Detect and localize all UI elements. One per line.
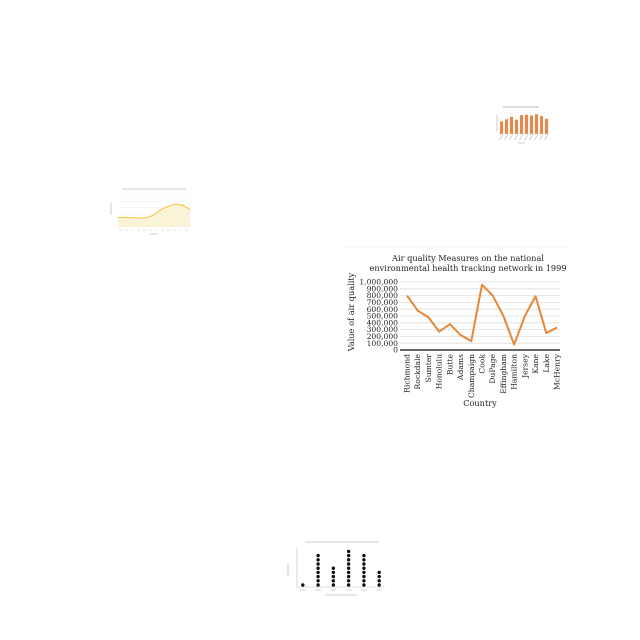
chart-title-line-2: environmental health tracking network in… — [369, 263, 566, 273]
bar-x-tick-label — [534, 134, 538, 141]
main-line-chart: Air quality Measures on the national env… — [342, 246, 567, 408]
dot — [377, 574, 381, 579]
y-tick-label: 700,000 — [367, 298, 399, 307]
bar-x-tick-label — [544, 134, 548, 141]
dot — [316, 562, 320, 566]
x-tick-label: Champaign — [467, 354, 476, 398]
y-tick-label: 800,000 — [367, 291, 399, 300]
dot — [316, 553, 320, 558]
x-tick-label: Rockdale — [413, 354, 422, 390]
bar — [529, 115, 534, 134]
dot — [316, 583, 320, 587]
bar-x-tick-label — [504, 134, 508, 141]
y-tick-label: 200,000 — [367, 332, 399, 341]
x-tick-label: McHenry — [553, 353, 562, 390]
dot — [331, 583, 336, 587]
dot — [316, 570, 320, 575]
small-bar-chart-panel — [489, 103, 553, 147]
y-tick-label: 100,000 — [367, 339, 399, 348]
x-tick-label: Effingham — [499, 354, 508, 394]
dot — [362, 574, 366, 579]
chart-title-line-1: Air quality Measures on the national — [391, 253, 544, 263]
x-tick-label: Richmond — [403, 354, 412, 393]
dot — [316, 558, 320, 562]
x-tick-label: DuPage — [488, 354, 497, 384]
dot — [362, 558, 366, 562]
dot — [331, 570, 336, 575]
x-tick-label: Sumter — [424, 354, 433, 383]
dot — [346, 566, 351, 570]
bar — [534, 114, 539, 134]
x-tick-label: Hamilton — [510, 354, 519, 390]
dot — [346, 558, 351, 562]
y-tick-label: 500,000 — [367, 312, 399, 321]
dot — [346, 570, 351, 575]
area-line — [118, 203, 191, 219]
small-bar-chart — [496, 106, 549, 144]
small-dot-plot — [287, 541, 385, 596]
dot — [346, 583, 351, 587]
x-axis-label: Country — [463, 398, 497, 408]
y-tick-label: 400,000 — [367, 318, 399, 327]
dot — [331, 574, 336, 579]
dot — [362, 579, 366, 583]
bar-x-tick-label — [514, 134, 518, 141]
y-tick-label: 900,000 — [367, 284, 399, 293]
bar — [504, 119, 509, 134]
dot — [377, 579, 381, 583]
bar-x-tick-label — [509, 134, 513, 141]
small-area-chart — [110, 188, 191, 235]
small-dot-plot-panel — [281, 537, 391, 599]
dot — [362, 566, 366, 570]
dot — [362, 570, 366, 575]
dot — [377, 583, 381, 587]
x-tick-label: Butte — [445, 354, 454, 376]
bar-x-tick-label — [539, 134, 543, 141]
bar — [524, 114, 529, 134]
dot — [316, 574, 320, 579]
x-tick-label: Kane — [531, 354, 540, 374]
bar — [544, 118, 549, 134]
bar — [519, 115, 524, 134]
dot — [362, 562, 366, 566]
bar — [514, 119, 519, 134]
y-tick-label: 300,000 — [367, 325, 399, 334]
main-chart-panel: Air quality Measures on the national env… — [342, 246, 567, 412]
dot — [346, 553, 351, 558]
dot — [331, 579, 336, 583]
dot — [362, 553, 366, 558]
bar — [509, 116, 514, 134]
bar-x-tick-label — [529, 134, 533, 141]
dot — [316, 566, 320, 570]
y-tick-label: 0 — [393, 346, 398, 355]
dot — [346, 549, 351, 554]
dot — [346, 579, 351, 583]
x-tick-label: Jersey — [520, 353, 529, 379]
y-tick-label: 1,000,000 — [359, 278, 398, 287]
x-tick-label: Honolulu — [435, 354, 444, 389]
x-tick-label: Cook — [478, 354, 487, 374]
bar-x-tick-label — [519, 134, 523, 141]
x-tick-label: Adams — [456, 354, 465, 381]
area-fill — [118, 203, 190, 227]
bar-x-tick-label — [499, 134, 503, 141]
small-area-chart-panel — [104, 185, 196, 237]
dot — [331, 566, 336, 570]
dot — [301, 583, 305, 587]
bar-x-tick-label — [524, 134, 528, 141]
dot — [346, 562, 351, 566]
series-line — [406, 283, 558, 346]
bar — [499, 121, 504, 134]
y-axis-label: Value of air quality — [346, 272, 356, 352]
y-tick-label: 600,000 — [367, 305, 399, 314]
bar — [539, 116, 544, 134]
dot — [346, 574, 351, 579]
x-tick-label: Lake — [542, 354, 551, 373]
dot — [362, 583, 366, 587]
dot — [377, 570, 381, 575]
dot — [316, 579, 320, 583]
